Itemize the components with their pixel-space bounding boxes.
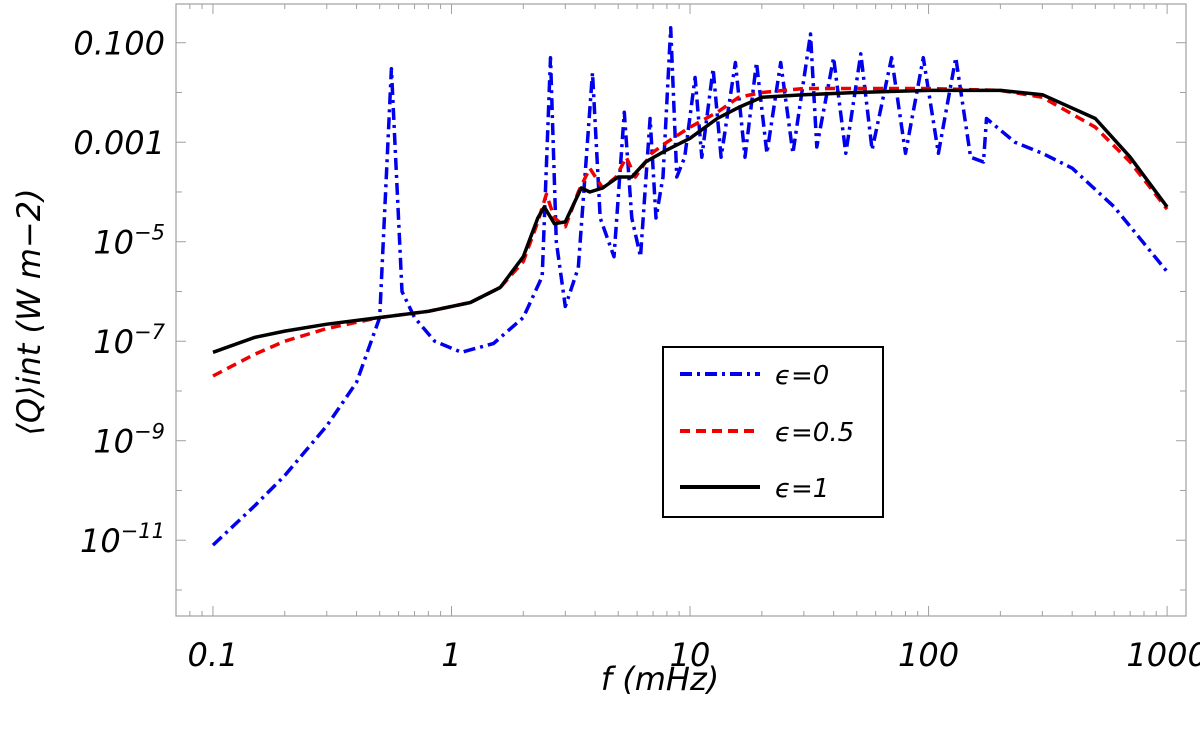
y-tick-label: 10−11 <box>80 519 165 560</box>
series-line-1 <box>212 86 1169 378</box>
legend-label-eps1: ϵ=1 <box>775 474 829 504</box>
legend-label-eps05: ϵ=0.5 <box>775 418 854 448</box>
x-tick-label: 10 <box>670 636 711 674</box>
y-tick-label: 0.100 <box>73 25 165 63</box>
x-axis-title: f (mHz) <box>601 660 719 698</box>
legend-label-eps0: ϵ=0 <box>775 361 829 391</box>
y-tick-labels: 10−11 10−9 10−7 10−5 0.001 0.100 <box>73 25 165 561</box>
y-tick-label: 10−5 <box>93 221 165 262</box>
y-axis-title: ⟨Q⟩int (W m−2) <box>10 188 48 435</box>
y-tick-label: 10−7 <box>93 320 165 361</box>
x-tick-label: 1 <box>441 636 461 674</box>
y-tick-label: 0.001 <box>73 124 165 162</box>
x-tick-labels: 0.1 1 10 100 1000 <box>188 636 1200 674</box>
legend: ϵ=0 ϵ=0.5 ϵ=1 <box>662 346 884 518</box>
x-tick-label: 100 <box>898 636 959 674</box>
series-layer <box>211 25 1169 547</box>
axis-ticks <box>175 4 1186 616</box>
y-tick-label: 10−9 <box>93 420 165 461</box>
x-tick-label: 0.1 <box>188 636 239 674</box>
plot-frame <box>175 3 1187 617</box>
x-tick-label: 1000 <box>1126 636 1200 674</box>
series-line-2 <box>212 88 1169 354</box>
